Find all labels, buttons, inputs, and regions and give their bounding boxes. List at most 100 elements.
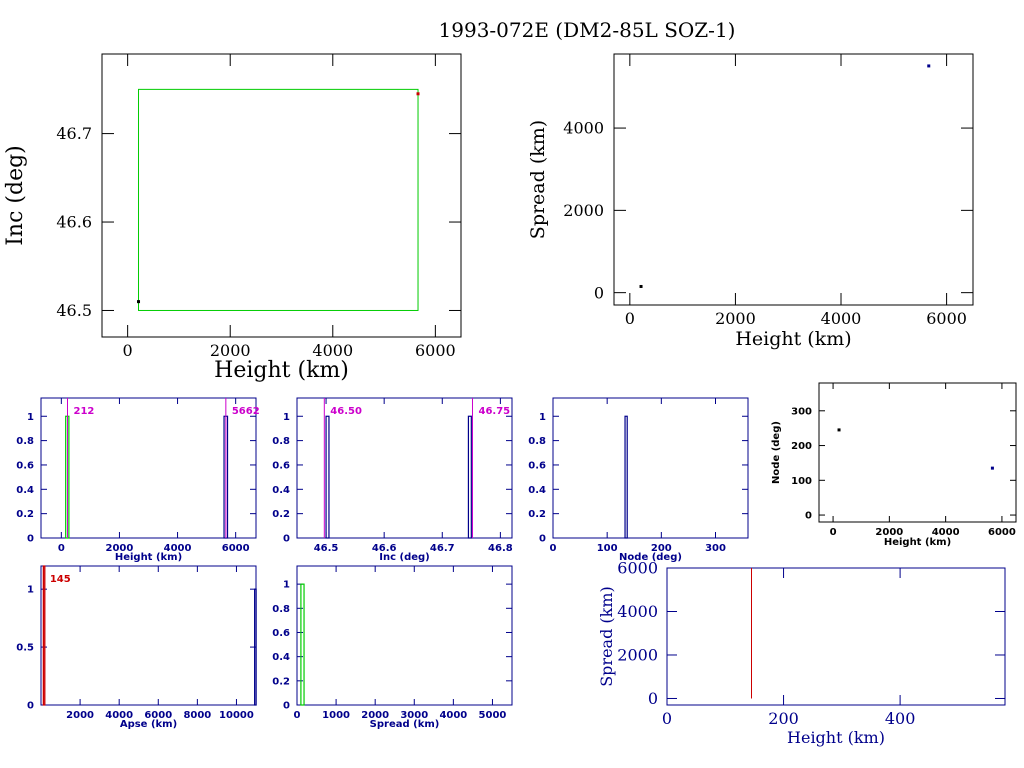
spread_vs_height_small-xtick-label: 200 <box>768 709 799 728</box>
inc_vs_height-point <box>137 300 141 304</box>
apse_hist-xlabel: Apse (km) <box>120 719 177 730</box>
inc_hist-ytick-label: 0.8 <box>272 436 290 447</box>
node_vs_height-ytick-label: 100 <box>791 476 812 487</box>
height_hist-ytick-label: 0 <box>27 534 34 545</box>
apse_hist-xtick-label: 2000 <box>66 710 94 721</box>
apse_hist-ytick-label: 1 <box>27 585 34 596</box>
node_hist-frame <box>552 397 749 539</box>
spread_hist-xtick-label: 5000 <box>479 710 507 721</box>
node_hist-xtick-label: 100 <box>597 543 618 554</box>
node_hist-xtick-label: 0 <box>550 543 557 554</box>
spread_hist-ytick-label: 0.2 <box>272 676 290 687</box>
node_vs_height-ytick-label: 200 <box>791 441 812 452</box>
node_hist-xtick-label: 300 <box>705 543 726 554</box>
inc_vs_height-xtick-label: 2000 <box>210 341 251 360</box>
spread_hist-ytick-label: 0.8 <box>272 604 290 615</box>
page-title: 1993-072E (DM2-85L SOZ-1) <box>439 18 736 42</box>
spread_hist-ytick-label: 1 <box>283 580 290 591</box>
inc_hist-marker-label: 46.50 <box>330 406 362 417</box>
spread_vs_height-xtick-label: 2000 <box>715 309 756 328</box>
apse_hist-bar <box>254 588 257 706</box>
height_hist-marker-label: 5662 <box>232 406 260 417</box>
spread_hist-xtick-label: 0 <box>294 710 301 721</box>
height_hist-ytick-label: 0.6 <box>16 460 34 471</box>
height_hist-ytick-label: 0.8 <box>16 436 34 447</box>
apse_hist-marker-label: 145 <box>50 574 71 585</box>
node_vs_height-point <box>990 466 994 470</box>
node_vs_height-point <box>837 428 841 432</box>
node_vs_height-ytick-label: 300 <box>791 406 812 417</box>
height_hist-ytick-label: 1 <box>27 412 34 423</box>
node_vs_height-ylabel: Node (deg) <box>771 421 782 484</box>
inc_vs_height-ytick-label: 46.6 <box>56 213 92 232</box>
spread_vs_height_small-xtick-label: 0 <box>662 709 672 728</box>
apse_hist-frame <box>40 565 257 706</box>
inc_hist-xtick-label: 46.5 <box>314 543 339 554</box>
node_hist-ytick-label: 1 <box>539 412 546 423</box>
spread_hist-ytick-label: 0.4 <box>272 652 290 663</box>
inc_hist-xtick-label: 46.6 <box>372 543 397 554</box>
spread_vs_height_small-frame <box>666 567 1006 706</box>
spread_vs_height-ylabel: Spread (km) <box>527 120 549 239</box>
spread_vs_height_small-xlabel: Height (km) <box>787 728 885 747</box>
inc_vs_height-ytick-label: 46.7 <box>56 124 92 143</box>
spread_vs_height-xtick-label: 6000 <box>926 309 967 328</box>
inc_vs_height-range-box <box>138 88 419 311</box>
height_hist-xtick-label: 6000 <box>222 543 250 554</box>
spread_vs_height_small-ytick-label: 6000 <box>617 559 658 578</box>
spread_vs_height-point <box>927 64 931 68</box>
inc_vs_height-ylabel: Inc (deg) <box>3 145 28 246</box>
spread_hist-bar <box>300 583 305 706</box>
apse_hist-xtick-label: 8000 <box>183 710 211 721</box>
node_vs_height-xtick-label: 4000 <box>932 527 960 538</box>
inc_hist-xtick-label: 46.8 <box>488 543 513 554</box>
apse_hist-ytick-label: 0 <box>27 701 34 712</box>
node_hist-xlabel: Node (deg) <box>619 552 682 563</box>
node_vs_height-xtick-label: 6000 <box>988 527 1016 538</box>
node_hist-xtick-label: 200 <box>651 543 672 554</box>
spread_vs_height_small-ylabel: Spread (km) <box>597 586 616 687</box>
height_hist-xtick-label: 4000 <box>164 543 192 554</box>
height_hist-ytick-label: 0.2 <box>16 509 34 520</box>
spread_vs_height-point <box>639 284 643 288</box>
inc_hist-ytick-label: 0.6 <box>272 460 290 471</box>
apse_hist-xtick-label: 6000 <box>144 710 172 721</box>
apse_hist-xtick-label: 10000 <box>219 710 254 721</box>
spread_hist-xlabel: Spread (km) <box>370 719 440 730</box>
inc_vs_height-ytick-label: 46.5 <box>56 301 92 320</box>
spread_vs_height-ytick-label: 4000 <box>563 119 604 138</box>
inc_hist-bar <box>467 415 472 539</box>
spread_vs_height_small-xtick-label: 400 <box>885 709 916 728</box>
height_hist-frame <box>40 397 257 539</box>
inc_hist-marker-label: 46.75 <box>478 406 510 417</box>
height_hist-xtick-label: 0 <box>58 543 65 554</box>
node_hist-ytick-label: 0.4 <box>528 485 546 496</box>
spread_vs_height_small-ytick-label: 2000 <box>617 646 658 665</box>
height_hist-xlabel: Height (km) <box>115 552 182 563</box>
inc_vs_height-xtick-label: 6000 <box>415 341 456 360</box>
spread_hist-xtick-label: 2000 <box>361 710 389 721</box>
node_vs_height-xtick-label: 0 <box>830 527 837 538</box>
spread_vs_height-frame <box>613 53 974 306</box>
height_hist-marker-label: 212 <box>73 406 94 417</box>
node_hist-ytick-label: 0.2 <box>528 509 546 520</box>
inc_hist-bar <box>325 415 330 539</box>
node_vs_height-xlabel: Height (km) <box>884 537 951 548</box>
node_vs_height-ytick-label: 0 <box>805 511 812 522</box>
inc_hist-ytick-label: 1 <box>283 412 290 423</box>
inc_vs_height-xtick-label: 4000 <box>312 341 353 360</box>
inc_hist-ytick-label: 0 <box>283 534 290 545</box>
spread_hist-frame <box>296 565 513 706</box>
spread_vs_height-ytick-label: 2000 <box>563 201 604 220</box>
inc_vs_height-xtick-label: 0 <box>123 341 133 360</box>
spread_hist-ytick-label: 0 <box>283 701 290 712</box>
inc_hist-xlabel: Inc (deg) <box>379 552 430 563</box>
node_hist-ytick-label: 0.6 <box>528 460 546 471</box>
inc_vs_height-point <box>416 92 420 96</box>
spread_hist-xtick-label: 1000 <box>322 710 350 721</box>
inc_vs_height-frame <box>101 53 462 338</box>
node_hist-ytick-label: 0.8 <box>528 436 546 447</box>
spread_hist-xtick-label: 3000 <box>400 710 428 721</box>
apse_hist-xtick-label: 4000 <box>105 710 133 721</box>
